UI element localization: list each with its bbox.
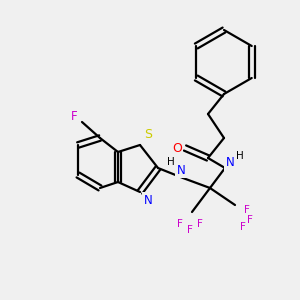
Text: F: F (247, 215, 253, 225)
Text: F: F (244, 205, 250, 215)
Text: F: F (187, 225, 193, 235)
Text: F: F (197, 219, 203, 229)
Text: N: N (144, 194, 152, 206)
Text: S: S (144, 128, 152, 142)
Text: F: F (71, 110, 77, 124)
Text: O: O (172, 142, 182, 154)
Text: F: F (240, 222, 246, 232)
Text: N: N (226, 157, 234, 169)
Text: H: H (167, 157, 175, 167)
Text: H: H (236, 151, 244, 161)
Text: F: F (177, 219, 183, 229)
Text: N: N (177, 164, 185, 176)
